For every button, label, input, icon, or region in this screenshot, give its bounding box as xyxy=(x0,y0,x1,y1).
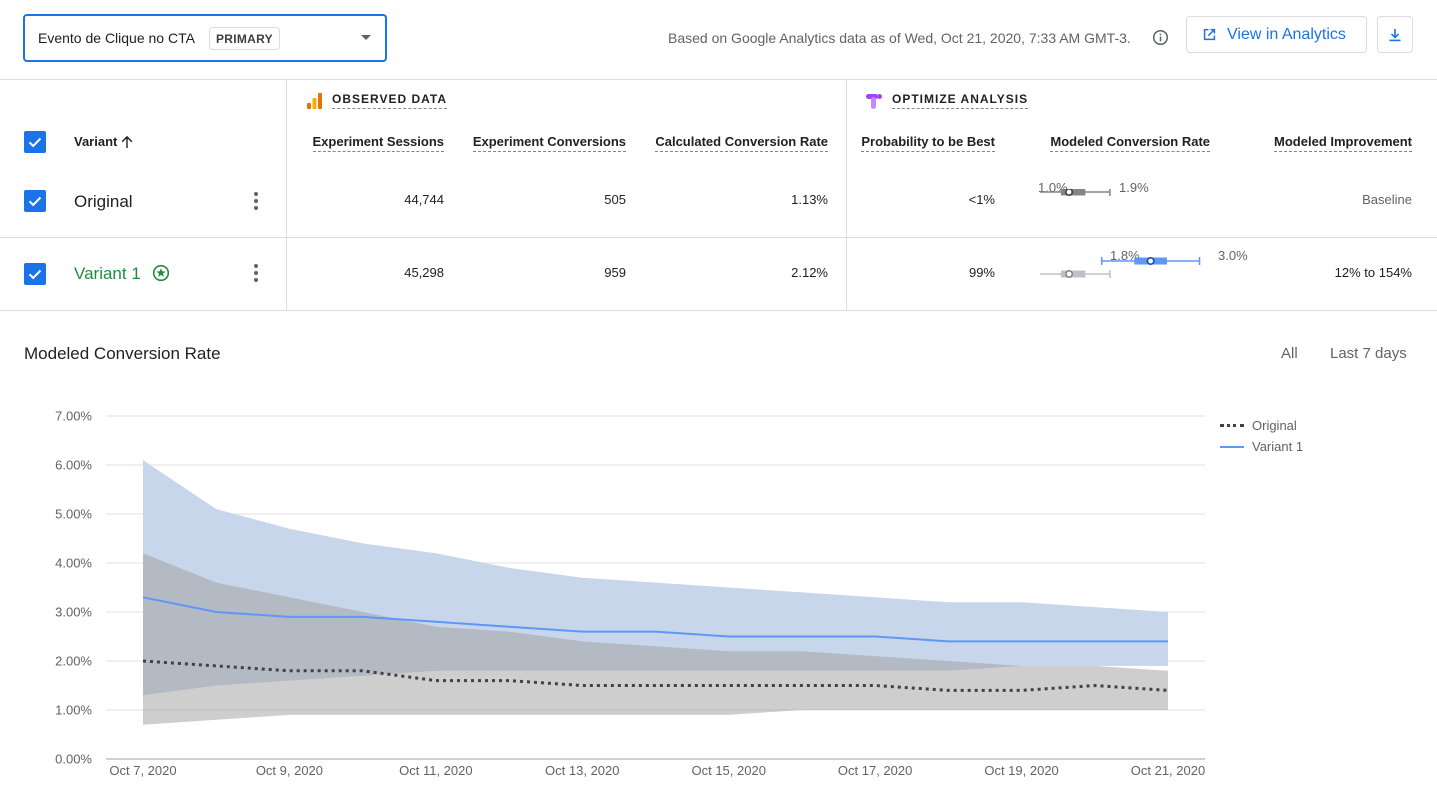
range-last-7-days-button[interactable]: Last 7 days xyxy=(1330,345,1407,362)
check-icon xyxy=(28,269,42,280)
col-probability-to-be-best[interactable]: Probability to be Best xyxy=(861,134,995,152)
ci-high-label: 1.9% xyxy=(1119,180,1149,195)
cell-probability-best: <1% xyxy=(968,192,995,207)
column-divider xyxy=(286,79,287,311)
view-in-analytics-label: View in Analytics xyxy=(1227,25,1346,43)
cell-improvement: Baseline xyxy=(1362,192,1412,207)
interval-glyph xyxy=(1100,257,1201,266)
more-options-icon[interactable] xyxy=(246,261,266,285)
y-tick-label: 6.00% xyxy=(55,458,92,473)
view-in-analytics-button[interactable]: View in Analytics xyxy=(1186,16,1367,53)
cell-conversion-rate: 1.13% xyxy=(791,192,828,207)
analytics-logo-icon xyxy=(307,92,322,109)
col-experiment-conversions[interactable]: Experiment Conversions xyxy=(472,134,626,152)
interval-median xyxy=(1065,270,1074,279)
y-tick-label: 2.00% xyxy=(55,654,92,669)
y-tick-label: 0.00% xyxy=(55,752,92,767)
x-tick-label: Oct 15, 2020 xyxy=(691,763,765,778)
variant-1-series-line xyxy=(142,596,1168,643)
legend-item-variant-1[interactable]: Variant 1 xyxy=(1220,436,1303,457)
x-tick-label: Oct 11, 2020 xyxy=(399,763,472,778)
col-modeled-conversion-rate[interactable]: Modeled Conversion Rate xyxy=(1050,134,1210,152)
interval-box xyxy=(1060,189,1086,196)
interval-median xyxy=(1065,189,1074,196)
col-experiment-sessions[interactable]: Experiment Sessions xyxy=(312,134,444,152)
cell-conversions: 959 xyxy=(604,265,626,280)
x-tick-label: Oct 19, 2020 xyxy=(984,763,1058,778)
arrow-up-icon xyxy=(121,135,133,148)
data-freshness-text: Based on Google Analytics data as of Wed… xyxy=(668,30,1131,46)
observed-data-label: OBSERVED DATA xyxy=(332,92,448,109)
x-tick-label: Oct 17, 2020 xyxy=(838,763,912,778)
interval-glyph xyxy=(1040,270,1111,279)
table-bottom-border xyxy=(0,310,1437,311)
variant-name-original: Original xyxy=(74,192,133,211)
ci-high-label: 3.0% xyxy=(1218,248,1248,263)
col-calculated-conversion-rate[interactable]: Calculated Conversion Rate xyxy=(655,134,828,152)
legend-swatch-dotted xyxy=(1220,424,1244,427)
column-divider xyxy=(846,79,847,311)
modeled-conversion-rate-chart: 0.00% 1.00% 2.00% 3.00% 4.00% 5.00% 6.00% 7.00%… xyxy=(55,409,1205,779)
chart-title: Modeled Conversion Rate xyxy=(24,344,221,363)
x-tick-label: Oct 7, 2020 xyxy=(109,763,176,778)
col-modeled-improvement[interactable]: Modeled Improvement xyxy=(1274,134,1412,152)
variant-header-label: Variant xyxy=(74,134,118,149)
x-tick-label: Oct 9, 2020 xyxy=(256,763,323,778)
check-icon xyxy=(28,137,42,148)
variant-sort-header[interactable]: Variant xyxy=(74,134,134,149)
check-icon xyxy=(28,196,42,207)
cell-probability-best: 99% xyxy=(968,265,995,280)
y-tick-label: 4.00% xyxy=(55,556,92,571)
legend-swatch-solid xyxy=(1220,445,1244,448)
variant-name-variant-1: Variant 1 xyxy=(74,264,141,283)
winner-star-icon xyxy=(152,264,170,282)
row-checkbox-variant-1[interactable] xyxy=(24,263,46,285)
modeled-rate-intervals xyxy=(1040,189,1201,279)
interval-glyph xyxy=(1040,189,1111,196)
range-all-button[interactable]: All xyxy=(1281,345,1298,362)
select-all-checkbox[interactable] xyxy=(24,131,46,153)
y-tick-label: 5.00% xyxy=(55,507,92,522)
interval-median xyxy=(1146,257,1155,266)
legend-item-original[interactable]: Original xyxy=(1220,415,1303,436)
cell-conversion-rate: 2.12% xyxy=(791,265,828,280)
row-checkbox-original[interactable] xyxy=(24,190,46,212)
y-tick-label: 3.00% xyxy=(55,605,92,620)
y-tick-label: 1.00% xyxy=(55,703,92,718)
objective-name: Evento de Clique no CTA xyxy=(38,30,195,46)
optimize-logo-icon xyxy=(866,93,882,109)
dropdown-caret-icon xyxy=(361,35,371,40)
y-tick-label: 7.00% xyxy=(55,409,92,424)
open-in-new-icon xyxy=(1203,28,1216,41)
objective-select[interactable]: Evento de Clique no CTA PRIMARY xyxy=(23,14,387,62)
chart-legend: Original Variant 1 xyxy=(1220,415,1303,457)
results-table: OBSERVED DATA OPTIMIZE ANALYSIS Variant … xyxy=(0,79,1437,311)
download-button[interactable] xyxy=(1377,16,1413,53)
original-series-line xyxy=(142,659,1169,692)
cell-sessions: 44,744 xyxy=(404,192,444,207)
optimize-analysis-label: OPTIMIZE ANALYSIS xyxy=(892,92,1029,109)
row-divider xyxy=(0,237,1437,238)
legend-label: Variant 1 xyxy=(1252,439,1304,454)
ci-low-label: 1.8% xyxy=(1110,248,1140,263)
download-icon xyxy=(1389,28,1401,41)
original-credible-band xyxy=(143,553,1168,725)
info-icon[interactable] xyxy=(1152,29,1169,46)
cell-sessions: 45,298 xyxy=(404,265,444,280)
optimize-analysis-header: OPTIMIZE ANALYSIS xyxy=(866,92,1029,109)
x-tick-label: Oct 13, 2020 xyxy=(545,763,619,778)
x-tick-label: Oct 21, 2020 xyxy=(1131,763,1205,778)
cell-conversions: 505 xyxy=(604,192,626,207)
cell-improvement: 12% to 154% xyxy=(1334,265,1412,280)
interval-box xyxy=(1060,270,1086,278)
primary-badge: PRIMARY xyxy=(208,26,280,50)
observed-data-header: OBSERVED DATA xyxy=(307,92,448,109)
table-top-border xyxy=(0,79,1437,80)
legend-label: Original xyxy=(1252,418,1297,433)
more-options-icon[interactable] xyxy=(246,189,266,213)
